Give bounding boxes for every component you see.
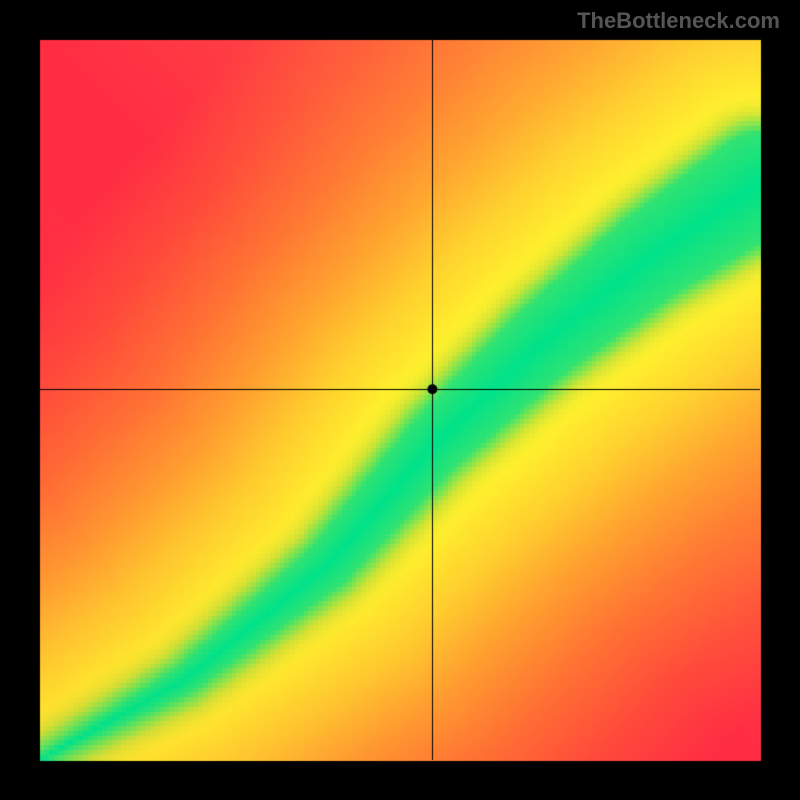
watermark-text: TheBottleneck.com — [577, 8, 780, 34]
chart-container: TheBottleneck.com — [0, 0, 800, 800]
bottleneck-heatmap — [0, 0, 800, 800]
